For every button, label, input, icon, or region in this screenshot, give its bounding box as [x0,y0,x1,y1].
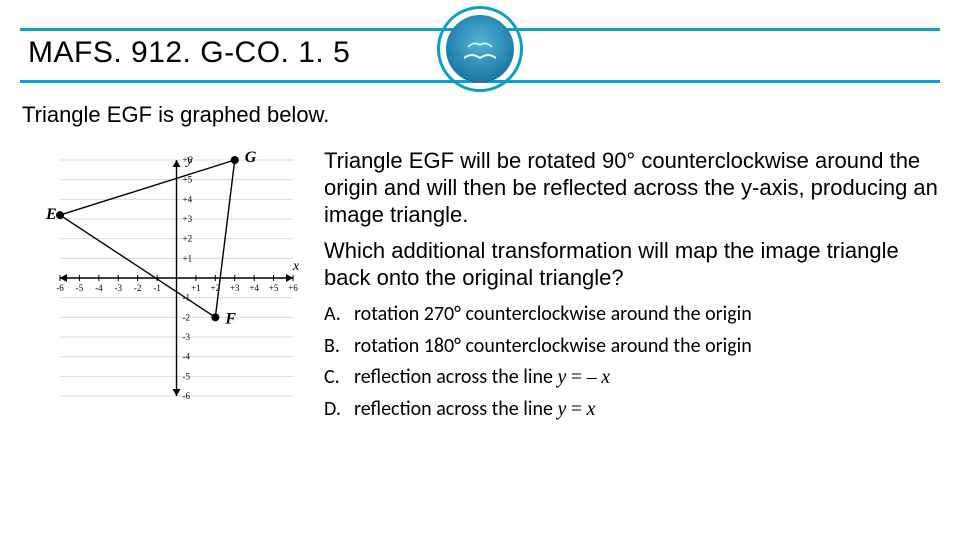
standard-code-title: MAFS. 912. G-CO. 1. 5 [28,36,350,70]
logo [437,6,523,92]
answer-choice: A.rotation 270° counterclockwise around … [324,302,942,328]
choice-label: D. [324,397,354,423]
svg-text:x: x [292,259,300,274]
svg-text:+3: +3 [230,283,240,293]
choice-text: reflection across the line y = x [354,397,942,423]
svg-text:+4: +4 [249,283,259,293]
logo-disc [446,15,514,83]
svg-text:-4: -4 [183,352,191,362]
answer-choice: B.rotation 180° counterclockwise around … [324,334,942,360]
svg-text:+1: +1 [183,253,193,263]
transformation-description: Triangle EGF will be rotated 90° counter… [324,148,942,228]
triangle-graph: +1+2+3+4+5+6-1-2-3-4-5-6-6-5-4-3-2-1+1+2… [40,148,305,408]
choice-text: rotation 180° counterclockwise around th… [354,334,942,360]
svg-text:-6: -6 [56,283,64,293]
svg-text:-3: -3 [183,332,191,342]
svg-text:-2: -2 [134,283,142,293]
svg-text:F: F [224,310,236,327]
svg-text:-1: -1 [153,283,161,293]
svg-text:E: E [45,206,57,223]
svg-text:+5: +5 [269,283,279,293]
choice-text: reflection across the line y = – x [354,365,942,391]
choice-text: rotation 270° counterclockwise around th… [354,302,942,328]
svg-text:+2: +2 [183,234,193,244]
answer-choice: D.reflection across the line y = x [324,397,942,423]
choice-label: B. [324,334,354,360]
answer-choices: A.rotation 270° counterclockwise around … [324,302,942,422]
question-body: Triangle EGF will be rotated 90° counter… [324,148,942,429]
svg-text:+4: +4 [183,194,193,204]
svg-text:+1: +1 [191,283,201,293]
svg-text:y: y [185,153,194,168]
svg-text:-4: -4 [95,283,103,293]
svg-text:G: G [245,149,257,166]
intro-text: Triangle EGF is graphed below. [22,102,329,128]
slide: MAFS. 912. G-CO. 1. 5 Triangle EGF is gr… [0,0,960,540]
question-prompt: Which additional transformation will map… [324,238,942,292]
svg-text:-2: -2 [183,312,191,322]
choice-label: C. [324,365,354,391]
book-icon [462,37,498,61]
svg-text:-5: -5 [183,371,191,381]
svg-text:-3: -3 [115,283,123,293]
svg-text:+3: +3 [183,214,193,224]
svg-text:-5: -5 [76,283,84,293]
choice-label: A. [324,302,354,328]
svg-text:-6: -6 [183,391,191,401]
svg-text:+6: +6 [288,283,298,293]
answer-choice: C.reflection across the line y = – x [324,365,942,391]
